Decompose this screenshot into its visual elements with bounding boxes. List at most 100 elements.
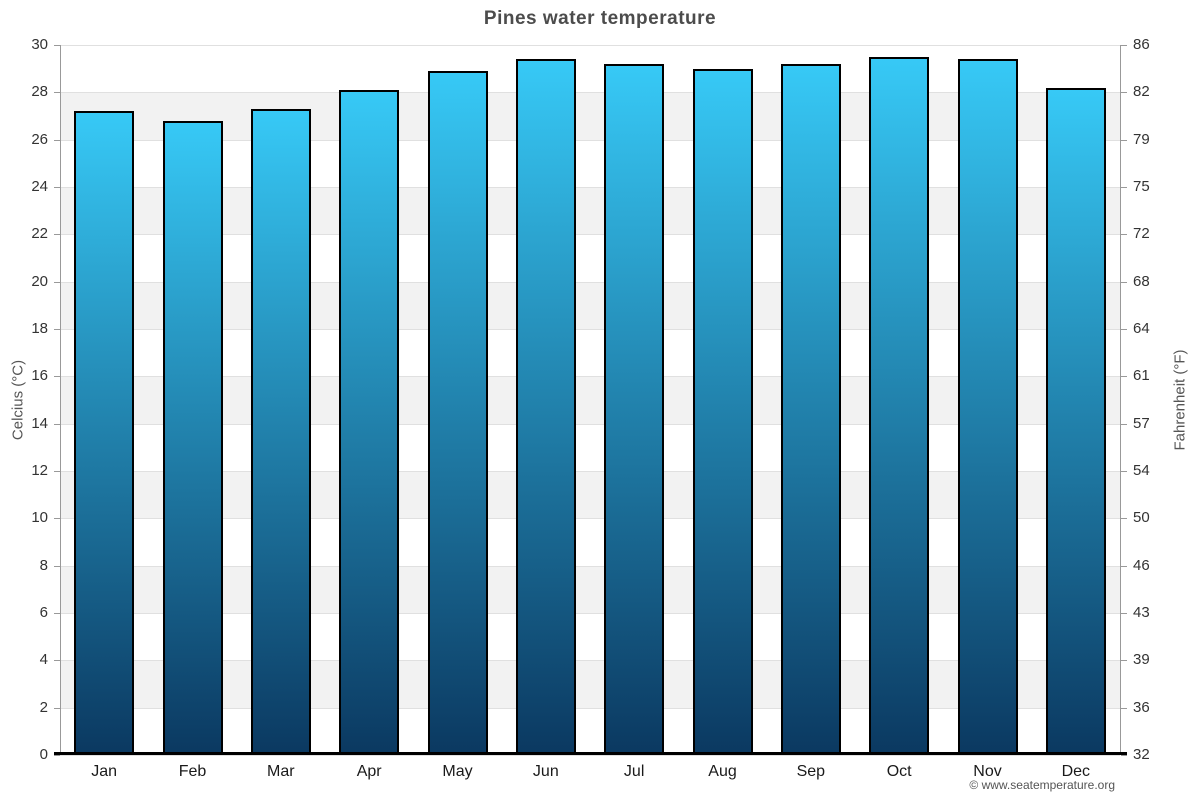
gridline	[60, 518, 1120, 520]
x-tick-label-nov: Nov	[973, 763, 1002, 780]
gridline	[60, 423, 1120, 425]
y-tick-right	[1121, 376, 1127, 378]
y-tick-label-fahrenheit: 32	[1133, 746, 1150, 763]
x-tick-label-may: May	[442, 763, 473, 780]
bar-feb	[162, 120, 223, 755]
y-tick-right	[1121, 281, 1127, 283]
x-tick-label-jun: Jun	[532, 763, 559, 780]
gridline	[60, 45, 1120, 46]
gridline	[60, 471, 1120, 472]
y-tick-label-celsius: 14	[31, 414, 48, 432]
plot-area	[60, 45, 1120, 755]
chart-title: Pines water temperature	[483, 8, 717, 29]
grid-band	[60, 45, 1120, 93]
grid-band	[60, 376, 1120, 424]
y-tick-right	[1121, 329, 1127, 330]
y-tick-label-celsius: 20	[31, 272, 48, 290]
gridline	[60, 376, 1120, 378]
grid-band	[60, 281, 1120, 329]
y-tick-right	[1121, 613, 1127, 614]
bar-aug	[692, 68, 753, 755]
y-axis-line-left	[60, 45, 61, 755]
grid-band	[60, 518, 1120, 566]
y-tick-right	[1121, 565, 1127, 567]
y-tick-left	[54, 755, 60, 756]
y-tick-left	[54, 518, 60, 520]
x-tick-label-oct: Oct	[886, 763, 912, 780]
y-tick-label-celsius: 18	[31, 320, 48, 337]
y-tick-label-celsius: 0	[39, 746, 48, 763]
bar-dec	[1045, 87, 1106, 755]
y-tick-label-fahrenheit: 68	[1133, 272, 1150, 290]
x-tick-label-jul: Jul	[623, 763, 645, 780]
y-tick-label-celsius: 10	[31, 509, 48, 527]
y-tick-right	[1121, 187, 1127, 188]
grid-band	[60, 565, 1120, 613]
y-tick-left	[54, 329, 60, 330]
bar-nov	[957, 59, 1018, 755]
y-tick-right	[1121, 139, 1127, 141]
gridline	[60, 329, 1120, 330]
y-tick-label-fahrenheit: 79	[1133, 130, 1150, 148]
y-tick-label-fahrenheit: 46	[1133, 556, 1150, 574]
y-tick-left	[54, 234, 60, 236]
y-tick-label-celsius: 6	[39, 604, 48, 621]
y-tick-label-fahrenheit: 36	[1133, 698, 1150, 716]
y-tick-right	[1121, 755, 1127, 756]
y-tick-label-fahrenheit: 61	[1133, 367, 1150, 385]
y-tick-label-fahrenheit: 75	[1133, 178, 1150, 195]
y-tick-label-fahrenheit: 39	[1133, 651, 1150, 669]
y-tick-label-fahrenheit: 43	[1133, 604, 1150, 621]
y-tick-label-celsius: 30	[31, 36, 48, 53]
gridline	[60, 660, 1120, 662]
y-tick-label-celsius: 16	[31, 367, 48, 385]
grid-band	[60, 660, 1120, 708]
x-tick-label-apr: Apr	[356, 763, 382, 780]
y-tick-left	[54, 471, 60, 472]
y-tick-left	[54, 565, 60, 567]
y-tick-label-celsius: 2	[39, 698, 48, 716]
grid-band	[60, 707, 1120, 755]
x-tick-label-jan: Jan	[91, 763, 118, 780]
x-tick-label-dec: Dec	[1061, 763, 1091, 780]
bar-apr	[339, 89, 400, 755]
y-tick-left	[54, 281, 60, 283]
y-tick-right	[1121, 660, 1127, 662]
y-tick-label-celsius: 26	[31, 130, 48, 148]
y-tick-left	[54, 423, 60, 425]
x-tick-label-mar: Mar	[267, 763, 295, 780]
y-tick-right	[1121, 471, 1127, 472]
y-tick-label-celsius: 4	[39, 651, 48, 669]
x-tick-label-aug: Aug	[708, 763, 737, 780]
grid-band	[60, 613, 1120, 661]
bar-oct	[869, 56, 930, 755]
y-tick-right	[1121, 234, 1127, 236]
y-tick-label-fahrenheit: 57	[1133, 414, 1150, 432]
bar-jan	[74, 111, 135, 755]
y-axis-title-celsius: Celcius (°C)	[9, 359, 27, 441]
gridline	[60, 281, 1120, 283]
y-tick-label-fahrenheit: 72	[1133, 225, 1150, 243]
y-tick-left	[54, 139, 60, 141]
bar-jun	[515, 59, 576, 755]
grid-band	[60, 329, 1120, 377]
y-tick-left	[54, 187, 60, 188]
copyright-text: © www.seatemperature.org	[969, 778, 1115, 792]
gridline	[60, 613, 1120, 614]
gridline	[60, 755, 1120, 756]
y-tick-right	[1121, 707, 1127, 709]
y-tick-right	[1121, 92, 1127, 94]
y-tick-left	[54, 660, 60, 662]
gridline	[60, 707, 1120, 709]
y-tick-label-fahrenheit: 86	[1133, 36, 1150, 53]
y-tick-label-celsius: 28	[31, 83, 48, 101]
gridline	[60, 139, 1120, 141]
grid-band	[60, 187, 1120, 235]
bar-may	[427, 71, 488, 755]
gridline	[60, 565, 1120, 567]
grid-band	[60, 471, 1120, 519]
y-tick-label-fahrenheit: 64	[1133, 320, 1150, 337]
y-tick-label-fahrenheit: 82	[1133, 83, 1150, 101]
